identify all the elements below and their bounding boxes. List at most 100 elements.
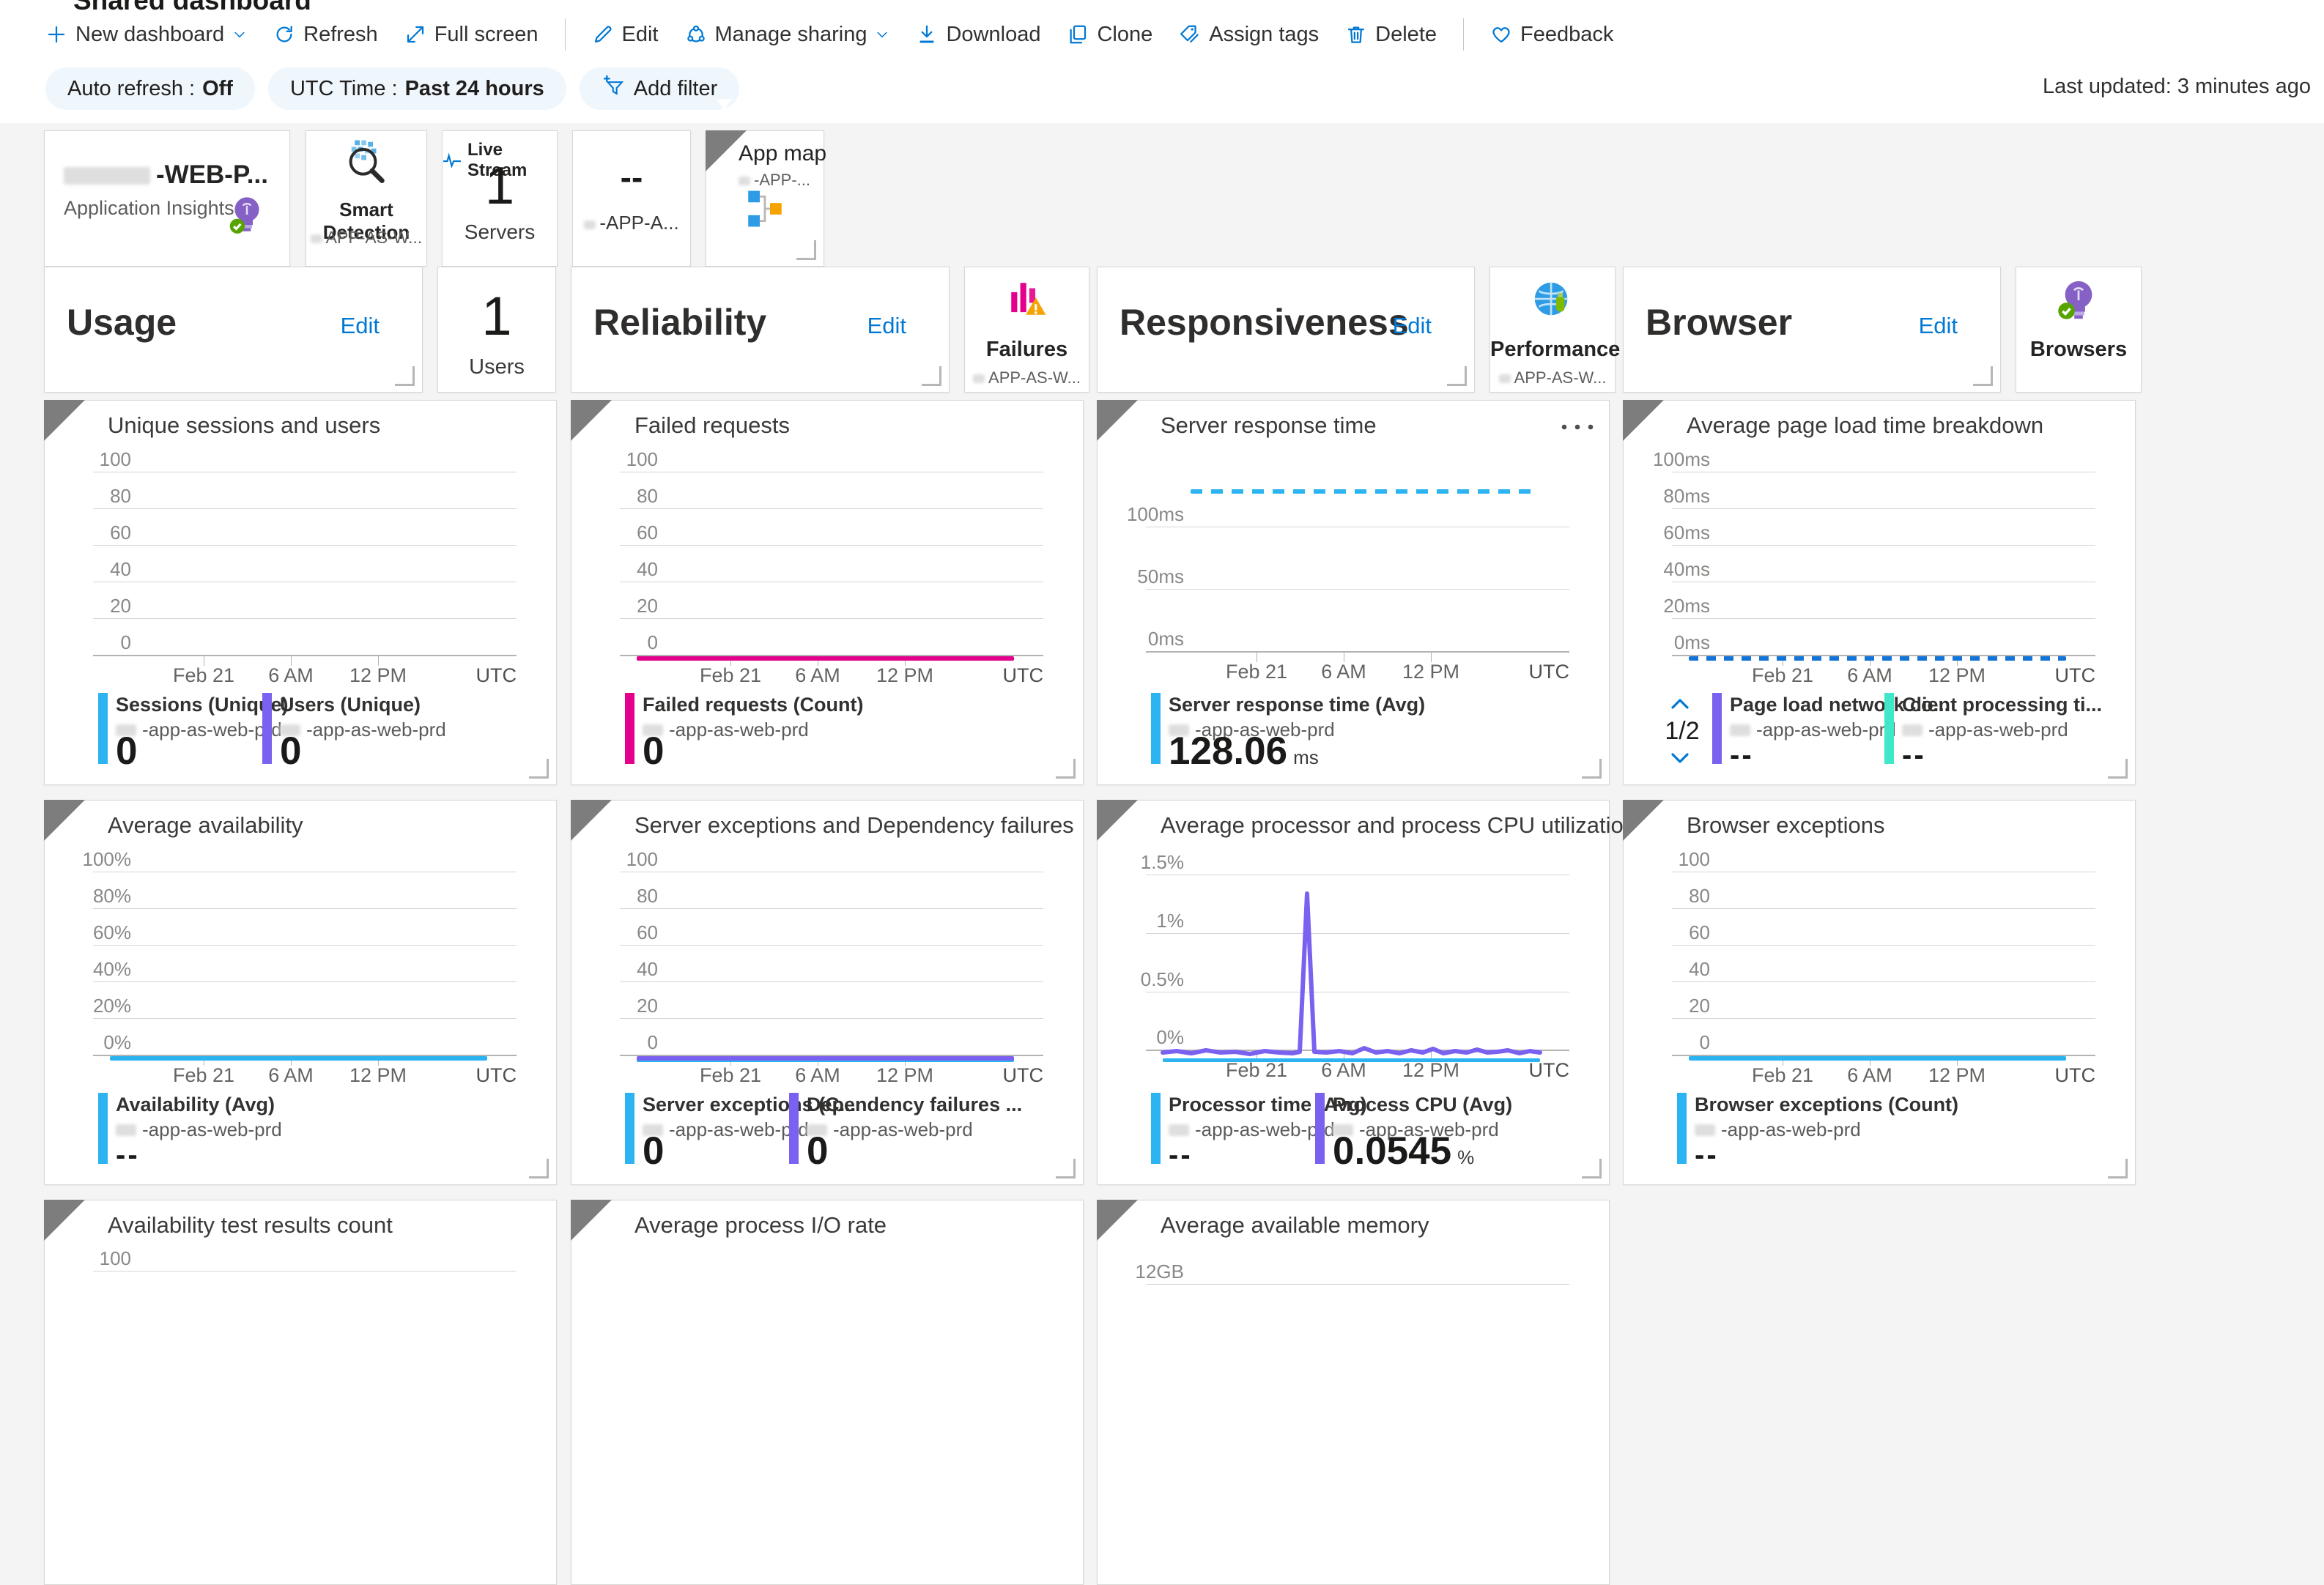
- tile-header-responsiveness[interactable]: Responsiveness Edit: [1097, 267, 1475, 393]
- tile-header-users[interactable]: 1 Users: [437, 267, 556, 393]
- gridline: [1672, 981, 2095, 982]
- tile-empty[interactable]: -- -APP-A...: [572, 130, 691, 267]
- tile-header-reliability[interactable]: Reliability Edit: [571, 267, 950, 393]
- y-axis-tick-label: 20: [110, 595, 131, 617]
- resize-handle[interactable]: [1582, 1159, 1602, 1178]
- tile-chart-average-processor-and-process-cpu-utilization[interactable]: Average processor and process CPU utiliz…: [1097, 768, 1636, 1185]
- toolbar-item-clone[interactable]: Clone: [1067, 23, 1152, 47]
- legend-pager-up[interactable]: [1669, 695, 1691, 716]
- resize-handle[interactable]: [395, 366, 415, 386]
- filter-funnel-corner: [1097, 768, 1138, 841]
- y-axis-tick-label: 100%: [82, 848, 132, 870]
- tile-smart-detection[interactable]: Smart Detection APP-AS-W...: [306, 130, 427, 267]
- edit-link[interactable]: Edit: [340, 313, 380, 338]
- resize-handle[interactable]: [1056, 1159, 1076, 1178]
- toolbar-item-full-screen[interactable]: Full screen: [404, 23, 539, 47]
- x-axis-tick: [1957, 1056, 1958, 1066]
- y-axis-tick-label: 0%: [103, 1031, 131, 1053]
- gridline: [620, 908, 1043, 909]
- legend-value: --: [1169, 1139, 1193, 1171]
- toolbar-item-manage-sharing[interactable]: Manage sharing: [685, 23, 890, 47]
- toolbar-item-edit[interactable]: Edit: [592, 23, 659, 47]
- resize-handle[interactable]: [922, 366, 941, 386]
- edit-link[interactable]: Edit: [867, 313, 906, 338]
- tile-chart-average-process-i-o-rate[interactable]: Average process I/O rate: [571, 1168, 1084, 1585]
- redacted-text: [310, 234, 322, 243]
- tile-header-performance[interactable]: Performance APP-AS-W...: [1489, 267, 1620, 393]
- pulse-icon: [443, 152, 462, 168]
- redacted-text: [807, 1124, 827, 1136]
- tile-app-map[interactable]: App map -APP-...: [706, 99, 826, 267]
- auto-refresh-value: Off: [202, 76, 233, 100]
- legend-resource-label: -app-as-web-prd: [116, 719, 282, 741]
- tile-chart-browser-exceptions[interactable]: Browser exceptions 100 80 60 40 20 0 Feb 21 6 AM…: [1623, 768, 2136, 1185]
- section-title: Browser: [1646, 302, 1793, 343]
- edit-link[interactable]: Edit: [1918, 313, 1958, 338]
- resize-handle[interactable]: [796, 240, 816, 260]
- fullscreen-icon: [404, 23, 426, 45]
- chart-title: Average availability: [108, 812, 303, 838]
- server-count-label: Servers: [464, 220, 536, 243]
- tile-chart-availability-test-results-count[interactable]: Availability test results count 100: [44, 1168, 557, 1585]
- gridline: [93, 508, 517, 509]
- utc-time-pill[interactable]: UTC Time : Past 24 hours: [267, 67, 566, 110]
- y-axis-tick-label: 20: [637, 995, 658, 1017]
- legend-pager-down[interactable]: [1669, 749, 1691, 771]
- resize-handle[interactable]: [1056, 759, 1076, 779]
- resize-handle[interactable]: [529, 759, 549, 779]
- resize-handle[interactable]: [529, 1159, 549, 1178]
- redacted-text: [116, 1124, 136, 1136]
- y-axis-tick-label: 80: [1689, 885, 1710, 907]
- tile-chart-average-page-load-time-breakdown[interactable]: Average page load time breakdown 100ms 80m…: [1623, 368, 2136, 785]
- tile-chart-server-response-time[interactable]: Server response time 100ms 50ms 0ms Feb 21 6 …: [1097, 368, 1610, 785]
- tile-header-browser[interactable]: Browser Edit: [1623, 267, 2001, 393]
- toolbar-item-refresh[interactable]: Refresh: [273, 23, 378, 47]
- tile-chart-failed-requests[interactable]: Failed requests 100 80 60 40 20 0 Feb 21 6 AM 12 …: [571, 368, 1084, 785]
- tile-chart-average-availability[interactable]: Average availability 100% 80% 60% 40% 20% 0% Fe…: [44, 768, 557, 1185]
- redacted-text: [643, 724, 663, 736]
- resize-handle[interactable]: [1582, 759, 1602, 779]
- toolbar-item-assign-tags[interactable]: Assign tags: [1179, 23, 1319, 47]
- add-filter-button[interactable]: Add filter: [579, 67, 740, 110]
- edit-link[interactable]: Edit: [1392, 313, 1432, 338]
- legend-color-bar: [1151, 693, 1161, 764]
- tile-header-usage[interactable]: Usage Edit: [44, 267, 423, 393]
- legend-resource-label: -app-as-web-prd: [116, 1118, 282, 1141]
- toolbar-item-new-dashboard[interactable]: New dashboard: [45, 23, 247, 47]
- gridline: [1672, 545, 2095, 546]
- add-filter-icon: [602, 73, 626, 104]
- tile-header-failures[interactable]: Failures APP-AS-W...: [964, 267, 1089, 393]
- tile-header-browsers[interactable]: Browsers: [2016, 267, 2142, 393]
- redacted-text: [643, 1124, 663, 1136]
- x-axis-tick: [378, 656, 379, 666]
- dashboard-toolbar: New dashboard Refresh Full screen Edit Manag…: [45, 12, 1613, 57]
- menu-dots-icon[interactable]: [1558, 402, 1597, 442]
- y-axis-tick-label: 80: [637, 885, 658, 907]
- resize-handle[interactable]: [2108, 759, 2128, 779]
- y-axis-tick-label: 100: [99, 448, 131, 470]
- resize-handle[interactable]: [1447, 366, 1467, 386]
- filter-funnel-corner: [1623, 368, 1664, 441]
- y-axis-tick-label: 40: [637, 958, 658, 980]
- y-axis-tick-label: 40%: [92, 958, 131, 980]
- tile-chart-average-available-memory[interactable]: Average available memory 12GB: [1097, 1168, 1610, 1585]
- y-axis-tick-label: 0.5%: [1140, 968, 1184, 990]
- filter-funnel-corner: [706, 99, 747, 171]
- resize-handle[interactable]: [2108, 1159, 2128, 1178]
- x-axis-tick: [291, 656, 292, 666]
- tile-chart-server-exceptions-and-dependency-failures[interactable]: Server exceptions and Dependency failure…: [571, 768, 1084, 1185]
- tile-chart-unique-sessions-and-users[interactable]: Unique sessions and users 100 80 60 40 20 0 Feb…: [44, 368, 557, 785]
- toolbar-item-delete[interactable]: Delete: [1345, 23, 1437, 47]
- toolbar-item-feedback[interactable]: Feedback: [1490, 23, 1613, 47]
- y-axis-tick-label: 0: [647, 1031, 658, 1053]
- resize-handle[interactable]: [1973, 366, 1993, 386]
- y-axis-tick-label: 60ms: [1663, 521, 1710, 543]
- redacted-text: [1169, 1124, 1189, 1136]
- toolbar-item-download[interactable]: Download: [916, 23, 1040, 47]
- gridline: [1672, 945, 2095, 946]
- gridline: [93, 655, 517, 656]
- empty-metric-value: --: [620, 158, 643, 196]
- auto-refresh-pill[interactable]: Auto refresh : Off: [45, 67, 255, 110]
- tile-stream[interactable]: Live Stream 1 Servers: [442, 130, 558, 267]
- tile-application-insights[interactable]: -WEB-P... Application Insights: [44, 130, 290, 267]
